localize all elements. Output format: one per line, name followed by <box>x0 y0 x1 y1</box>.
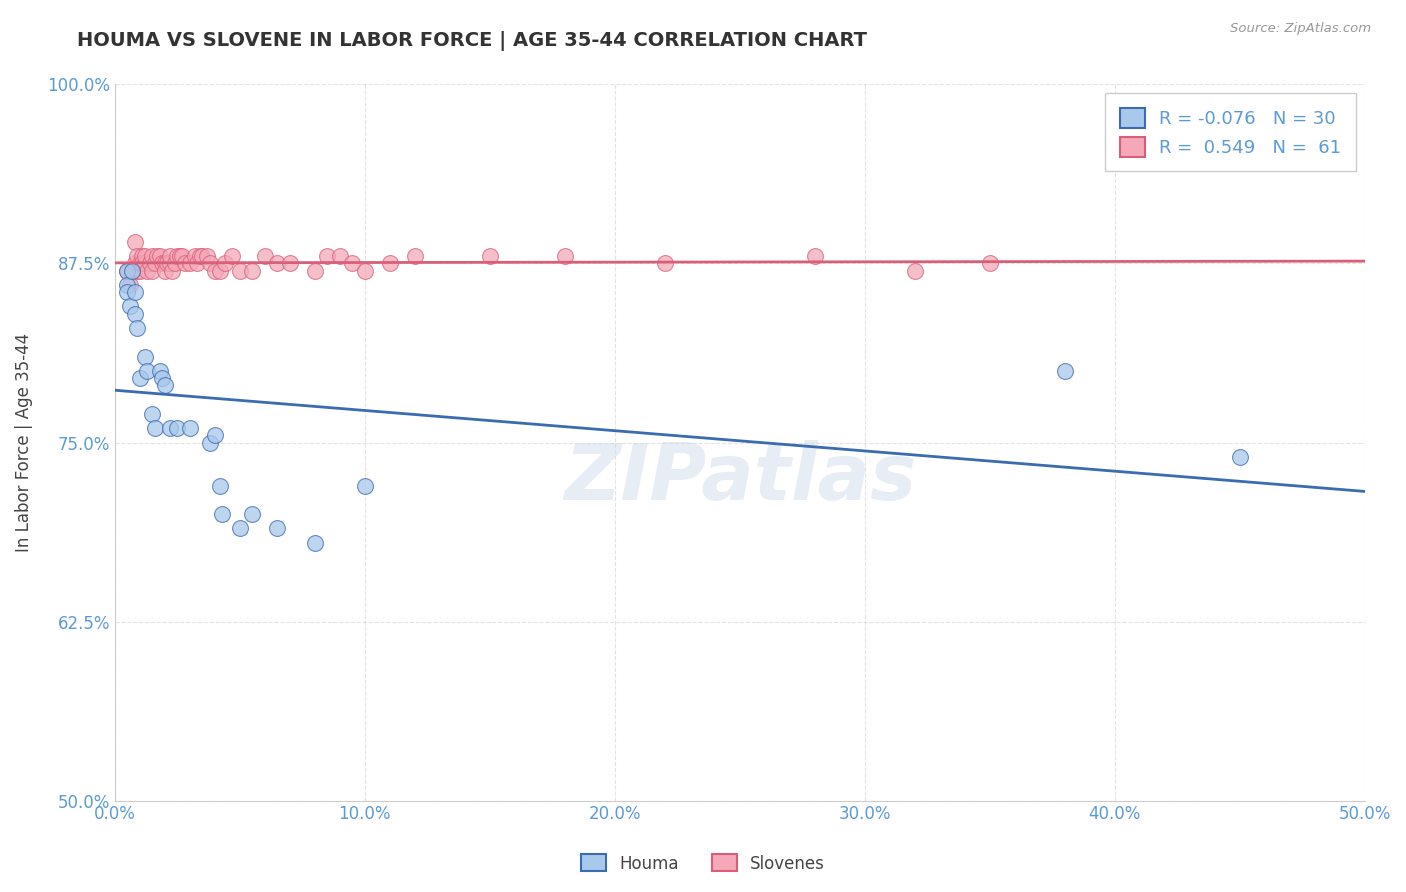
Point <box>121 263 143 277</box>
Point <box>304 536 326 550</box>
Point <box>150 371 173 385</box>
Point <box>266 521 288 535</box>
Point <box>211 507 233 521</box>
Point <box>131 256 153 270</box>
Point <box>134 249 156 263</box>
Point <box>149 249 172 263</box>
Point <box>208 478 231 492</box>
Legend: Houma, Slovenes: Houma, Slovenes <box>574 847 832 880</box>
Point <box>124 256 146 270</box>
Point <box>353 478 375 492</box>
Text: Source: ZipAtlas.com: Source: ZipAtlas.com <box>1230 22 1371 36</box>
Point <box>204 428 226 442</box>
Point <box>128 263 150 277</box>
Point <box>169 249 191 263</box>
Point <box>214 256 236 270</box>
Point <box>240 263 263 277</box>
Point <box>159 421 181 435</box>
Point <box>229 521 252 535</box>
Point <box>166 249 188 263</box>
Point <box>554 249 576 263</box>
Point <box>153 263 176 277</box>
Point <box>143 421 166 435</box>
Point <box>166 421 188 435</box>
Point <box>163 256 186 270</box>
Point <box>186 256 208 270</box>
Point <box>478 249 501 263</box>
Point <box>195 249 218 263</box>
Point <box>127 321 149 335</box>
Point <box>198 435 221 450</box>
Point <box>127 263 149 277</box>
Point <box>329 249 352 263</box>
Point <box>143 256 166 270</box>
Point <box>266 256 288 270</box>
Point <box>117 277 139 292</box>
Point <box>172 249 194 263</box>
Point <box>253 249 276 263</box>
Point <box>118 300 141 314</box>
Point <box>316 249 339 263</box>
Point <box>654 256 676 270</box>
Point <box>124 235 146 249</box>
Point <box>304 263 326 277</box>
Point <box>139 256 162 270</box>
Point <box>179 256 201 270</box>
Point <box>124 307 146 321</box>
Point <box>127 249 149 263</box>
Point <box>117 285 139 300</box>
Point <box>159 256 181 270</box>
Point <box>404 249 426 263</box>
Point <box>179 421 201 435</box>
Point <box>117 263 139 277</box>
Point <box>188 249 211 263</box>
Point <box>136 263 159 277</box>
Point <box>353 263 375 277</box>
Point <box>128 256 150 270</box>
Point <box>150 256 173 270</box>
Point <box>146 249 169 263</box>
Point <box>124 285 146 300</box>
Point <box>208 263 231 277</box>
Point <box>153 256 176 270</box>
Point <box>128 371 150 385</box>
Point <box>221 249 243 263</box>
Point <box>979 256 1001 270</box>
Point <box>173 256 195 270</box>
Text: ZIPatlas: ZIPatlas <box>564 441 915 516</box>
Point <box>198 256 221 270</box>
Point <box>149 364 172 378</box>
Point <box>136 364 159 378</box>
Point <box>378 256 401 270</box>
Text: HOUMA VS SLOVENE IN LABOR FORCE | AGE 35-44 CORRELATION CHART: HOUMA VS SLOVENE IN LABOR FORCE | AGE 35… <box>77 31 868 51</box>
Point <box>342 256 364 270</box>
Point <box>240 507 263 521</box>
Point <box>184 249 207 263</box>
Point <box>159 249 181 263</box>
Point <box>134 256 156 270</box>
Point <box>162 263 184 277</box>
Point <box>118 277 141 292</box>
Point <box>278 256 301 270</box>
Point <box>229 263 252 277</box>
Point <box>153 378 176 392</box>
Legend: R = -0.076   N = 30, R =  0.549   N =  61: R = -0.076 N = 30, R = 0.549 N = 61 <box>1105 94 1355 171</box>
Point <box>904 263 927 277</box>
Point <box>191 249 214 263</box>
Point <box>204 263 226 277</box>
Point <box>117 263 139 277</box>
Point <box>141 249 163 263</box>
Point <box>1229 450 1251 464</box>
Point <box>804 249 827 263</box>
Point <box>134 350 156 364</box>
Point <box>141 263 163 277</box>
Y-axis label: In Labor Force | Age 35-44: In Labor Force | Age 35-44 <box>15 333 32 552</box>
Point <box>121 263 143 277</box>
Point <box>141 407 163 421</box>
Point <box>131 249 153 263</box>
Point <box>156 256 179 270</box>
Point <box>1053 364 1076 378</box>
